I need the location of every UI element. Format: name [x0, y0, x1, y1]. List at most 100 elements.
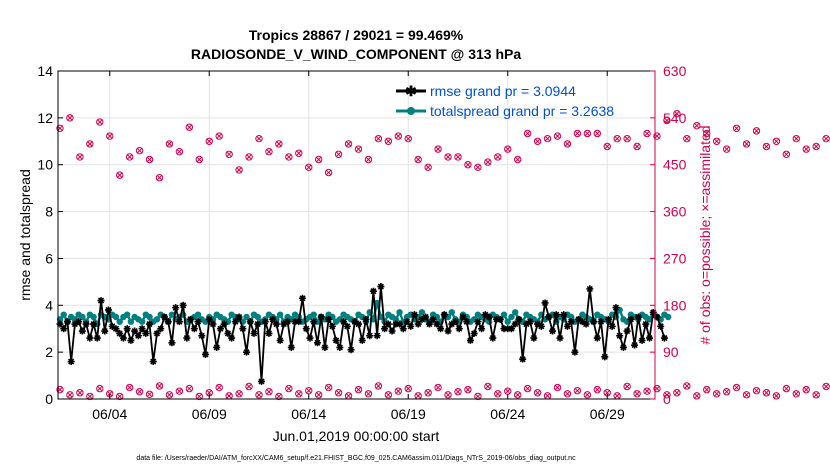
- obs-assimilated-marker: [176, 148, 183, 155]
- obs-possible-marker: [683, 382, 691, 390]
- obs-possible-marker: [464, 385, 472, 394]
- obs-assimilated-marker: [803, 146, 810, 153]
- obs-possible-marker: [782, 150, 791, 159]
- obs-possible-marker: [424, 389, 432, 397]
- rmse-point: [369, 287, 377, 295]
- rmse-point: [470, 329, 478, 337]
- obs-possible-marker: [792, 390, 800, 398]
- obs-assimilated-marker: [455, 153, 461, 160]
- obs-possible-marker: [722, 145, 731, 153]
- obs-possible-marker: [593, 385, 601, 394]
- rmse-point: [153, 329, 161, 337]
- rmse-point: [452, 318, 460, 326]
- obs-possible-marker: [155, 174, 164, 182]
- rmse-point: [504, 325, 512, 333]
- obs-assimilated-marker: [723, 388, 730, 395]
- rmse-point: [198, 332, 206, 340]
- rmse-point: [149, 358, 157, 366]
- obs-assimilated-marker: [813, 391, 820, 398]
- obs-assimilated-marker: [494, 390, 501, 397]
- chart-title: Tropics 28867 / 29021 = 99.469%: [249, 27, 464, 43]
- obs-possible-marker: [265, 147, 273, 156]
- rmse-point: [123, 325, 131, 333]
- obs-possible-marker: [812, 142, 820, 151]
- rmse-point: [646, 334, 654, 342]
- obs-assimilated-marker: [166, 140, 173, 147]
- obs-assimilated-marker: [96, 385, 103, 392]
- obs-assimilated-marker: [405, 385, 412, 392]
- obs-assimilated-marker: [524, 130, 531, 137]
- rmse-point: [511, 320, 519, 328]
- obs-assimilated-marker: [216, 133, 223, 140]
- obs-assimilated-marker: [773, 392, 780, 399]
- rmse-point: [351, 318, 359, 326]
- obs-possible-marker: [344, 140, 353, 148]
- rmse-point: [104, 306, 112, 314]
- obs-assimilated-marker: [76, 153, 83, 160]
- obs-assimilated-marker: [445, 391, 451, 398]
- obs-possible-marker: [86, 140, 94, 148]
- rmse-point: [332, 336, 340, 344]
- rmse-point: [384, 320, 392, 328]
- obs-assimilated-marker: [703, 130, 710, 137]
- obs-assimilated-marker: [673, 110, 680, 117]
- obs-assimilated-marker: [514, 391, 521, 398]
- obs-assimilated-marker: [126, 153, 133, 160]
- obs-assimilated-marker: [594, 386, 601, 393]
- obs-assimilated-marker: [474, 393, 481, 400]
- totalspread-point: [276, 311, 284, 318]
- obs-assimilated-marker: [355, 146, 362, 153]
- rmse-point: [608, 322, 616, 330]
- rmse-point: [190, 325, 198, 333]
- obs-possible-marker: [255, 391, 263, 399]
- legend-rmse-marker: ✱: [405, 83, 417, 99]
- obs-possible-marker: [96, 118, 104, 126]
- y-tick-label: 2: [45, 344, 53, 360]
- obs-assimilated-marker: [783, 385, 790, 392]
- rmse-point: [142, 329, 150, 337]
- totalspread-point: [168, 311, 176, 318]
- obs-assimilated-marker: [723, 146, 730, 153]
- rmse-point: [138, 325, 146, 333]
- totalspread-point: [508, 313, 515, 321]
- totalspread-point: [396, 309, 403, 316]
- obs-assimilated-marker: [335, 389, 342, 396]
- obs-assimilated-marker: [395, 133, 402, 140]
- obs-assimilated-marker: [166, 391, 173, 398]
- obs-possible-marker: [324, 383, 333, 392]
- totalspread-point: [146, 313, 153, 321]
- obs-possible-marker: [195, 155, 203, 164]
- rmse-point: [194, 318, 202, 326]
- obs-possible-marker: [295, 390, 303, 398]
- totalspread-point: [664, 313, 672, 321]
- obs-assimilated-marker: [246, 153, 252, 160]
- obs-possible-marker: [643, 387, 651, 395]
- obs-possible-marker: [135, 146, 144, 155]
- obs-possible-marker: [66, 391, 74, 399]
- obs-assimilated-marker: [345, 140, 352, 147]
- y2-tick-label: 270: [663, 250, 687, 266]
- rmse-point: [500, 325, 508, 333]
- obs-possible-marker: [175, 387, 184, 395]
- y-tick-label: 12: [37, 110, 53, 126]
- obs-assimilated-marker: [564, 140, 571, 147]
- obs-assimilated-marker: [683, 135, 690, 142]
- rmse-point: [97, 297, 105, 305]
- rmse-point: [112, 325, 120, 333]
- obs-possible-marker: [573, 129, 582, 138]
- rmse-point: [485, 313, 493, 321]
- rmse-point: [257, 377, 265, 385]
- rmse-point: [340, 318, 348, 326]
- obs-assimilated-marker: [574, 130, 581, 137]
- totalspread-point: [504, 318, 511, 325]
- obs-assimilated-marker: [256, 391, 262, 398]
- obs-assimilated-marker: [76, 389, 83, 396]
- obs-possible-marker: [623, 134, 631, 143]
- obs-possible-marker: [732, 124, 741, 132]
- chart-subtitle: RADIOSONDE_V_WIND_COMPONENT @ 313 hPa: [191, 46, 521, 62]
- rmse-point: [160, 313, 168, 321]
- rmse-line: [59, 286, 666, 382]
- rmse-point: [616, 332, 624, 340]
